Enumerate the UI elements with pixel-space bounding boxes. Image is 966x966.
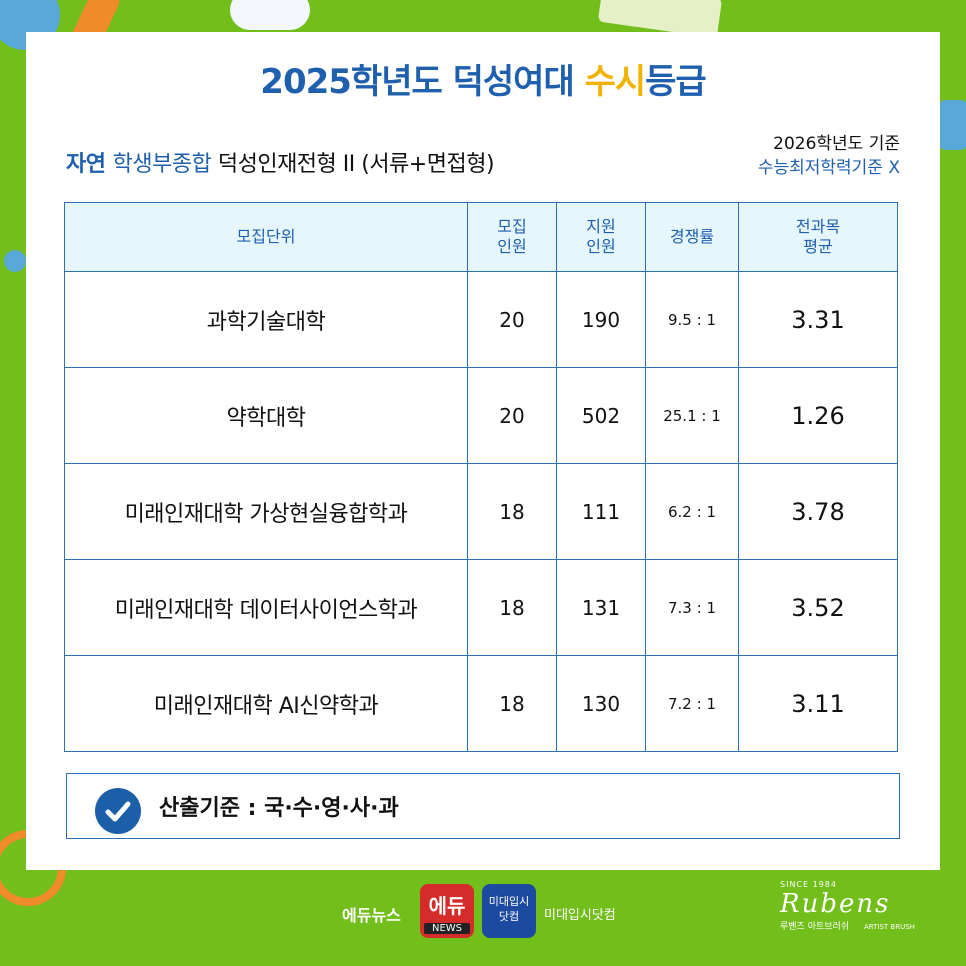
criteria-line1: 2026학년도 기준: [773, 134, 900, 154]
check-icon-svg: [105, 801, 131, 822]
quota-cell: 18: [467, 559, 557, 656]
deco-heart-right: [938, 100, 966, 150]
quota-cell: 18: [467, 463, 557, 560]
table-row: 약학대학 20 502 25.1 : 1 1.26: [64, 367, 898, 464]
header-quota: 모집 인원: [467, 202, 557, 272]
subtitle-type: 학생부종합: [112, 152, 218, 177]
unit-cell: 미래인재대학 AI신약학과: [64, 655, 468, 752]
applicants-cell: 130: [556, 655, 646, 752]
rubens-sub-ko: 루벤즈 아트브러쉬: [780, 922, 850, 932]
admission-subtitle: 자연 학생부종합 덕성인재전형 II (서류+면접형): [66, 146, 495, 178]
header-avg-l2: 평균: [803, 237, 833, 256]
avg-cell: 3.31: [738, 271, 898, 368]
header-applicants-l2: 인원: [586, 237, 616, 256]
quota-cell: 18: [467, 655, 557, 752]
unit-cell: 미래인재대학 가상현실융합학과: [64, 463, 468, 560]
rubens-logo: SINCE 1984 Rubens 루벤즈 아트브러쉬 ARTIST BRUSH: [780, 880, 950, 932]
edunews-label: 에듀뉴스: [342, 906, 401, 925]
unit-cell: 미래인재대학 데이터사이언스학과: [64, 559, 468, 656]
quota-cell: 20: [467, 367, 557, 464]
avg-cell: 1.26: [738, 367, 898, 464]
midaeipsi-logo-line2: 닷컴: [498, 910, 520, 923]
table-row: 미래인재대학 AI신약학과 18 130 7.2 : 1 3.11: [64, 655, 898, 752]
midaeipsi-logo: 미대입시 닷컴: [482, 884, 536, 938]
header-applicants: 지원 인원: [556, 202, 646, 272]
table-header-row: 모집단위 모집 인원 지원 인원 경쟁률 전과목 평균: [64, 202, 898, 272]
rubens-name: Rubens: [780, 889, 891, 919]
ratio-cell: 6.2 : 1: [645, 463, 739, 560]
midaeipsi-logo-line1: 미대입시: [488, 895, 530, 908]
ratio-cell: 7.2 : 1: [645, 655, 739, 752]
deco-cloud-top: [230, 0, 310, 30]
rubens-sub-en: ARTIST BRUSH: [863, 923, 915, 931]
unit-cell: 약학대학: [64, 367, 468, 464]
title-susi: 수시: [584, 62, 647, 102]
rubens-since: SINCE 1984: [780, 880, 837, 889]
title-grade: 등급: [645, 62, 707, 102]
criteria-note: 2026학년도 기준 수능최저학력기준 X: [758, 132, 900, 180]
subtitle-track: 자연: [66, 152, 113, 177]
header-ratio: 경쟁률: [645, 202, 739, 272]
ratio-cell: 9.5 : 1: [645, 271, 739, 368]
midaeipsi-label: 미대입시닷컴: [544, 908, 616, 923]
deco-leaf-left: [4, 250, 26, 272]
results-table: 모집단위 모집 인원 지원 인원 경쟁률 전과목 평균 과학기술대학 20 190 9.5 …: [64, 202, 898, 752]
edunews-logo-big: 에듀: [428, 894, 466, 918]
unit-cell: 과학기술대학: [64, 271, 468, 368]
header-unit: 모집단위: [64, 202, 468, 272]
calculation-basis-text: 산출기준 : 국·수·영·사·과: [159, 796, 399, 821]
footer: 에듀뉴스 에듀 NEWS 미대입시 닷컴 미대입시닷컴 SINCE 1984 R…: [0, 880, 966, 966]
header-quota-l1: 모집: [497, 217, 527, 236]
edunews-logo: 에듀 NEWS: [420, 884, 474, 938]
rubens-sub: 루벤즈 아트브러쉬 ARTIST BRUSH: [780, 919, 950, 932]
content-card: 2025학년도 덕성여대 수시등급 자연 학생부종합 덕성인재전형 II (서류…: [26, 32, 940, 870]
subtitle-program: 덕성인재전형 II (서류+면접형): [217, 152, 495, 177]
avg-cell: 3.78: [738, 463, 898, 560]
title-year: 2025학년도: [260, 62, 453, 102]
ratio-cell: 7.3 : 1: [645, 559, 739, 656]
applicants-cell: 131: [556, 559, 646, 656]
page-title: 2025학년도 덕성여대 수시등급: [26, 54, 940, 103]
table-row: 과학기술대학 20 190 9.5 : 1 3.31: [64, 271, 898, 368]
header-quota-l2: 인원: [497, 237, 527, 256]
applicants-cell: 502: [556, 367, 646, 464]
quota-cell: 20: [467, 271, 557, 368]
title-school: 덕성여대: [452, 62, 585, 102]
applicants-cell: 190: [556, 271, 646, 368]
ratio-cell: 25.1 : 1: [645, 367, 739, 464]
table-row: 미래인재대학 가상현실융합학과 18 111 6.2 : 1 3.78: [64, 463, 898, 560]
header-applicants-l1: 지원: [586, 217, 616, 236]
table-row: 미래인재대학 데이터사이언스학과 18 131 7.3 : 1 3.52: [64, 559, 898, 656]
avg-cell: 3.52: [738, 559, 898, 656]
edunews-logo-small: NEWS: [424, 923, 470, 934]
applicants-cell: 111: [556, 463, 646, 560]
header-avg: 전과목 평균: [738, 202, 898, 272]
calculation-basis-box: 산출기준 : 국·수·영·사·과: [66, 773, 900, 839]
avg-cell: 3.11: [738, 655, 898, 752]
check-icon: [95, 788, 141, 834]
criteria-line2: 수능최저학력기준 X: [757, 158, 900, 178]
header-avg-l1: 전과목: [795, 217, 841, 236]
